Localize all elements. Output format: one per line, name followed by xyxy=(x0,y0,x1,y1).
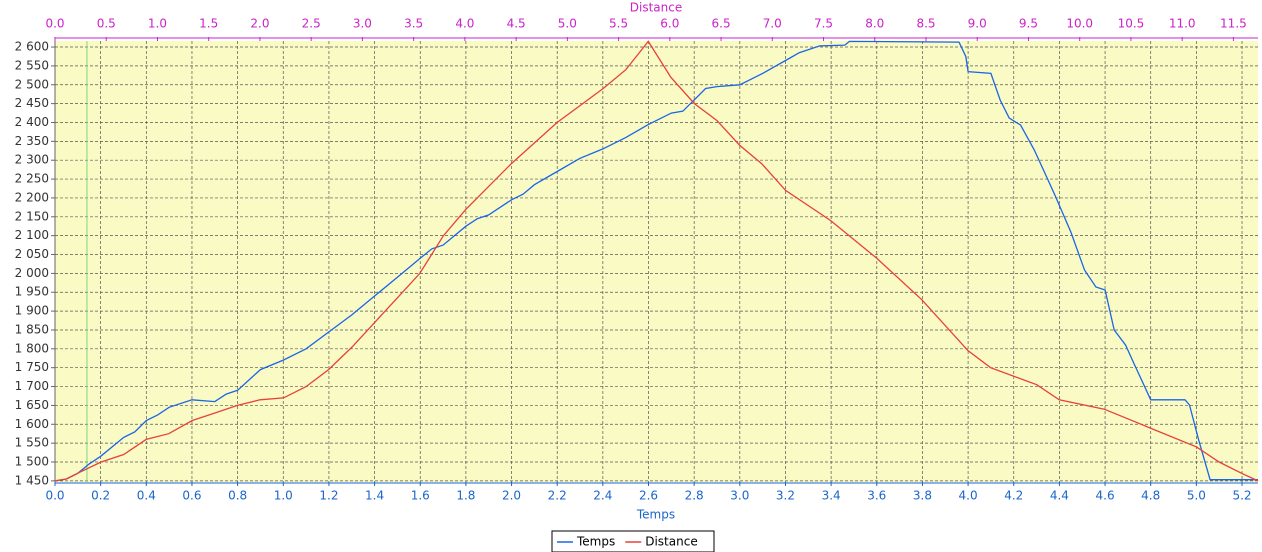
x-tick-label: 4.4 xyxy=(1050,489,1069,503)
x-tick-label: 4.2 xyxy=(1004,489,1023,503)
y-tick-label: 1 600 xyxy=(15,417,49,431)
x-tick-label: 2.2 xyxy=(548,489,567,503)
y-tick-label: 1 950 xyxy=(15,285,49,299)
x2-tick-label: 10.5 xyxy=(1118,17,1145,31)
y-tick-label: 2 600 xyxy=(15,40,49,54)
x-tick-label: 5.2 xyxy=(1232,489,1251,503)
x2-tick-label: 9.5 xyxy=(1019,17,1038,31)
x-tick-label: 3.6 xyxy=(867,489,886,503)
y-tick-label: 2 200 xyxy=(15,190,49,204)
x-tick-label: 0.0 xyxy=(45,489,64,503)
x2-tick-label: 2.0 xyxy=(250,17,269,31)
x2-tick-label: 4.5 xyxy=(507,17,526,31)
x2-tick-label: 4.0 xyxy=(455,17,474,31)
x2-tick-label: 11.0 xyxy=(1169,17,1196,31)
x2-tick-label: 3.0 xyxy=(353,17,372,31)
x2-tick-label: 8.0 xyxy=(865,17,884,31)
x2-tick-label: 6.5 xyxy=(712,17,731,31)
x2-tick-label: 0.0 xyxy=(45,17,64,31)
x2-tick-label: 9.0 xyxy=(968,17,987,31)
x-tick-label: 3.0 xyxy=(730,489,749,503)
x2-tick-label: 10.0 xyxy=(1066,17,1093,31)
legend-label: Distance xyxy=(645,535,697,549)
y-tick-label: 1 850 xyxy=(15,322,49,336)
x-tick-label: 1.4 xyxy=(365,489,384,503)
x-tick-label: 0.6 xyxy=(182,489,201,503)
y-tick-label: 1 800 xyxy=(15,341,49,355)
x2-tick-label: 7.0 xyxy=(763,17,782,31)
y-tick-label: 2 350 xyxy=(15,134,49,148)
y-tick-label: 2 250 xyxy=(15,172,49,186)
x-tick-label: 2.0 xyxy=(502,489,521,503)
x-tick-label: 1.2 xyxy=(319,489,338,503)
y-tick-label: 2 550 xyxy=(15,58,49,72)
x2-tick-label: 1.5 xyxy=(199,17,218,31)
series-line xyxy=(54,40,1258,482)
y-tick-label: 1 450 xyxy=(15,473,49,487)
x-tick-label: 4.8 xyxy=(1141,489,1160,503)
x-axis-title: Temps xyxy=(636,508,675,522)
y-tick-label: 2 300 xyxy=(15,153,49,167)
x2-tick-label: 5.5 xyxy=(609,17,628,31)
x2-tick-label: 1.0 xyxy=(148,17,167,31)
x2-tick-label: 11.5 xyxy=(1220,17,1247,31)
y-tick-label: 1 750 xyxy=(15,360,49,374)
x-tick-label: 5.0 xyxy=(1187,489,1206,503)
x-tick-label: 2.8 xyxy=(685,489,704,503)
y-tick-label: 1 700 xyxy=(15,379,49,393)
x2-tick-label: 8.5 xyxy=(916,17,935,31)
y-tick-label: 2 500 xyxy=(15,77,49,91)
x-tick-label: 4.6 xyxy=(1096,489,1115,503)
x2-tick-label: 6.0 xyxy=(660,17,679,31)
x2-axis-title: Distance xyxy=(630,1,682,15)
x-tick-label: 1.8 xyxy=(456,489,475,503)
x-tick-label: 3.2 xyxy=(776,489,795,503)
y-tick-label: 1 550 xyxy=(15,436,49,450)
y-tick-label: 2 050 xyxy=(15,247,49,261)
y-tick-label: 1 900 xyxy=(15,304,49,318)
x2-tick-label: 0.5 xyxy=(97,17,116,31)
y-tick-label: 2 150 xyxy=(15,209,49,223)
x2-tick-label: 2.5 xyxy=(302,17,321,31)
y-tick-label: 2 100 xyxy=(15,228,49,242)
x-tick-label: 1.6 xyxy=(411,489,430,503)
x-tick-label: 0.4 xyxy=(137,489,156,503)
x-tick-label: 2.4 xyxy=(593,489,612,503)
plot-area xyxy=(55,41,1258,482)
x-tick-label: 1.0 xyxy=(274,489,293,503)
y-tick-label: 1 650 xyxy=(15,398,49,412)
y-tick-label: 2 000 xyxy=(15,266,49,280)
legend-label: Temps xyxy=(576,535,615,549)
series-line xyxy=(54,40,1259,482)
x2-tick-label: 5.0 xyxy=(558,17,577,31)
y-tick-label: 1 500 xyxy=(15,455,49,469)
x2-tick-label: 7.5 xyxy=(814,17,833,31)
x-tick-label: 0.2 xyxy=(91,489,110,503)
x-tick-label: 4.0 xyxy=(959,489,978,503)
x-tick-label: 2.6 xyxy=(639,489,658,503)
x-tick-label: 3.8 xyxy=(913,489,932,503)
x2-tick-label: 3.5 xyxy=(404,17,423,31)
y-tick-label: 2 450 xyxy=(15,96,49,110)
x-tick-label: 0.8 xyxy=(228,489,247,503)
y-tick-label: 2 400 xyxy=(15,115,49,129)
x-tick-label: 3.4 xyxy=(822,489,841,503)
